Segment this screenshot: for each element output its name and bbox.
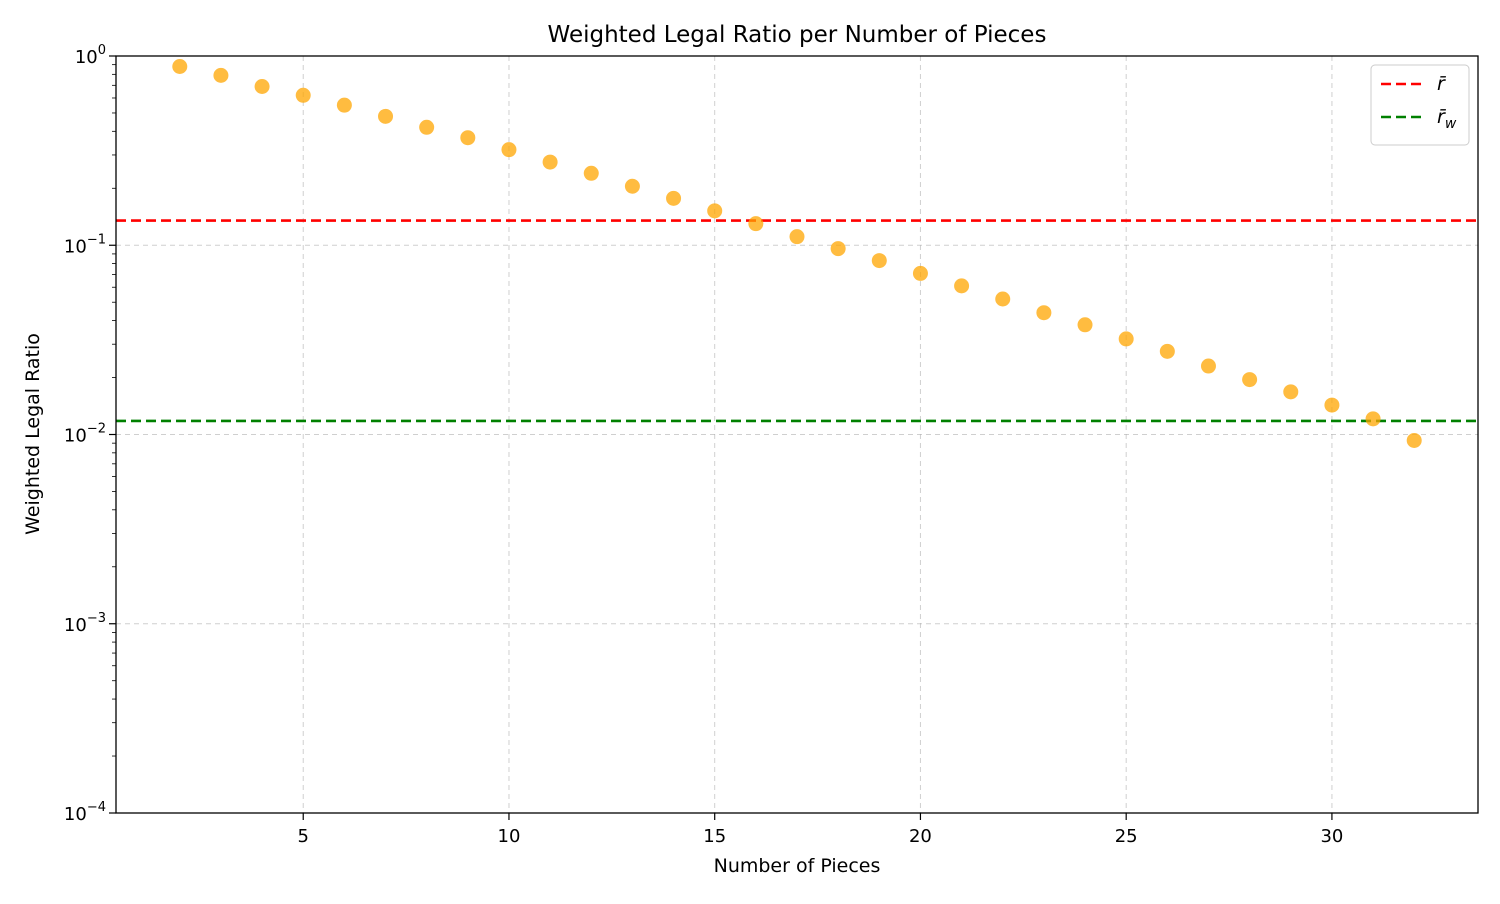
y-tick-label: 10−1 xyxy=(64,232,106,257)
data-point xyxy=(1283,384,1299,400)
data-point xyxy=(419,119,435,135)
legend-box xyxy=(1370,64,1470,146)
x-tick-label: 30 xyxy=(1320,826,1343,847)
legend-label: r̄w xyxy=(1437,106,1457,132)
x-tick-label: 10 xyxy=(498,826,521,847)
y-tick-label: 100 xyxy=(75,43,106,68)
data-point xyxy=(336,97,352,113)
legend-label: r̄ xyxy=(1437,73,1446,95)
data-point xyxy=(172,59,188,75)
y-axis: 10−4 10−3 10−2 10−1 100 xyxy=(64,43,116,825)
x-axis-label: Number of Pieces xyxy=(714,855,881,877)
data-point xyxy=(1242,372,1258,388)
data-point xyxy=(995,291,1011,307)
grid-lines xyxy=(116,56,1478,813)
data-point xyxy=(1200,358,1216,374)
data-point xyxy=(624,178,640,194)
data-point xyxy=(789,229,805,245)
data-point xyxy=(295,87,311,103)
data-point xyxy=(707,203,723,219)
data-point xyxy=(1406,432,1422,448)
chart-title: Weighted Legal Ratio per Number of Piece… xyxy=(548,22,1047,48)
data-point xyxy=(1077,317,1093,333)
x-tick-label: 25 xyxy=(1115,826,1138,847)
y-tick-label: 10−2 xyxy=(64,422,106,447)
data-point xyxy=(583,165,599,181)
x-tick-label: 5 xyxy=(297,826,308,847)
y-tick-label: 10−3 xyxy=(64,611,106,636)
data-point xyxy=(542,154,558,170)
data-point xyxy=(954,278,970,294)
data-point xyxy=(912,265,928,281)
data-point xyxy=(378,108,394,124)
data-point xyxy=(1324,397,1340,413)
data-point xyxy=(871,253,887,269)
data-point xyxy=(501,142,517,158)
x-axis: 5 10 15 20 25 30 xyxy=(297,813,1343,847)
data-point xyxy=(830,241,846,257)
data-point xyxy=(254,78,270,94)
reference-lines xyxy=(116,219,1478,423)
x-tick-label: 20 xyxy=(909,826,932,847)
data-point xyxy=(1365,411,1381,427)
data-point xyxy=(748,216,764,232)
data-point xyxy=(1159,343,1175,359)
legend: r̄ r̄w xyxy=(1370,64,1470,146)
data-point xyxy=(460,130,476,146)
data-points xyxy=(172,59,1422,448)
data-point xyxy=(1118,331,1134,347)
data-point xyxy=(213,67,229,83)
data-point xyxy=(1036,305,1052,321)
y-axis-label: Weighted Legal Ratio xyxy=(22,333,44,535)
data-point xyxy=(666,190,682,206)
x-tick-label: 15 xyxy=(703,826,726,847)
y-tick-label: 10−4 xyxy=(64,800,106,825)
